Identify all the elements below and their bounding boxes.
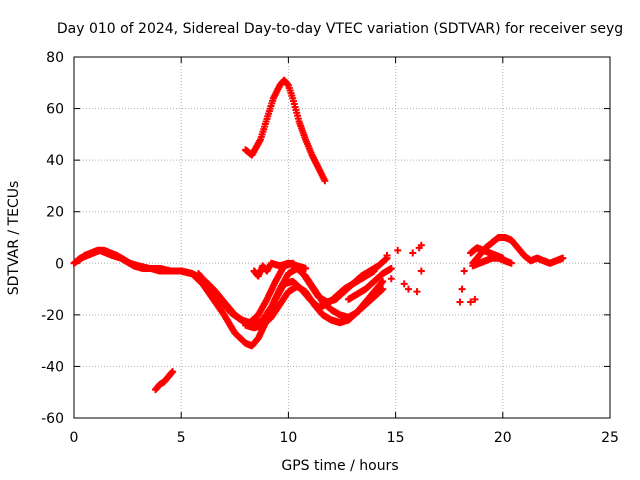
x-tick-label: 0: [70, 430, 79, 446]
data-point: [417, 267, 425, 275]
data-point: [400, 280, 408, 288]
y-tick-label: 20: [46, 205, 64, 221]
x-tick-label: 25: [601, 430, 619, 446]
y-tick-label: 60: [46, 102, 64, 118]
data-point: [413, 288, 421, 296]
x-tick-label: 5: [177, 430, 186, 446]
data-point: [417, 241, 425, 249]
data-point: [169, 368, 177, 376]
data-point: [321, 177, 329, 185]
data-point: [387, 275, 395, 283]
data-point: [387, 264, 395, 272]
axis-ticks: 0 5 10 15 20 25 -60 -40 -20 0 20 40 60 80: [41, 50, 619, 446]
y-tick-label: 80: [46, 50, 64, 66]
data-point: [379, 277, 387, 285]
x-axis-label: GPS time / hours: [281, 458, 398, 474]
data-point: [458, 285, 466, 293]
data-point: [507, 259, 515, 267]
y-tick-label: -60: [41, 411, 64, 427]
data-point: [467, 298, 475, 306]
data-point: [471, 295, 479, 303]
y-tick-label: -20: [41, 308, 64, 324]
data-point: [404, 285, 412, 293]
y-tick-label: 0: [55, 256, 64, 272]
data-points: [70, 76, 567, 394]
plot-frame: [73, 56, 611, 419]
data-point: [394, 246, 402, 254]
grid-lines: [74, 57, 610, 418]
y-axis-label: SDTVAR / TECUs: [6, 181, 22, 296]
y-tick-label: -40: [41, 359, 64, 375]
data-point: [409, 249, 417, 257]
x-tick-label: 15: [387, 430, 405, 446]
y-tick-label: 40: [46, 153, 64, 169]
data-point: [379, 285, 387, 293]
chart-title: Day 010 of 2024, Sidereal Day-to-day VTE…: [57, 21, 623, 37]
x-tick-label: 10: [279, 430, 297, 446]
data-point: [302, 264, 310, 272]
data-point: [460, 267, 468, 275]
data-point: [559, 254, 567, 262]
x-tick-label: 20: [494, 430, 512, 446]
data-point: [456, 298, 464, 306]
data-point: [383, 252, 391, 260]
